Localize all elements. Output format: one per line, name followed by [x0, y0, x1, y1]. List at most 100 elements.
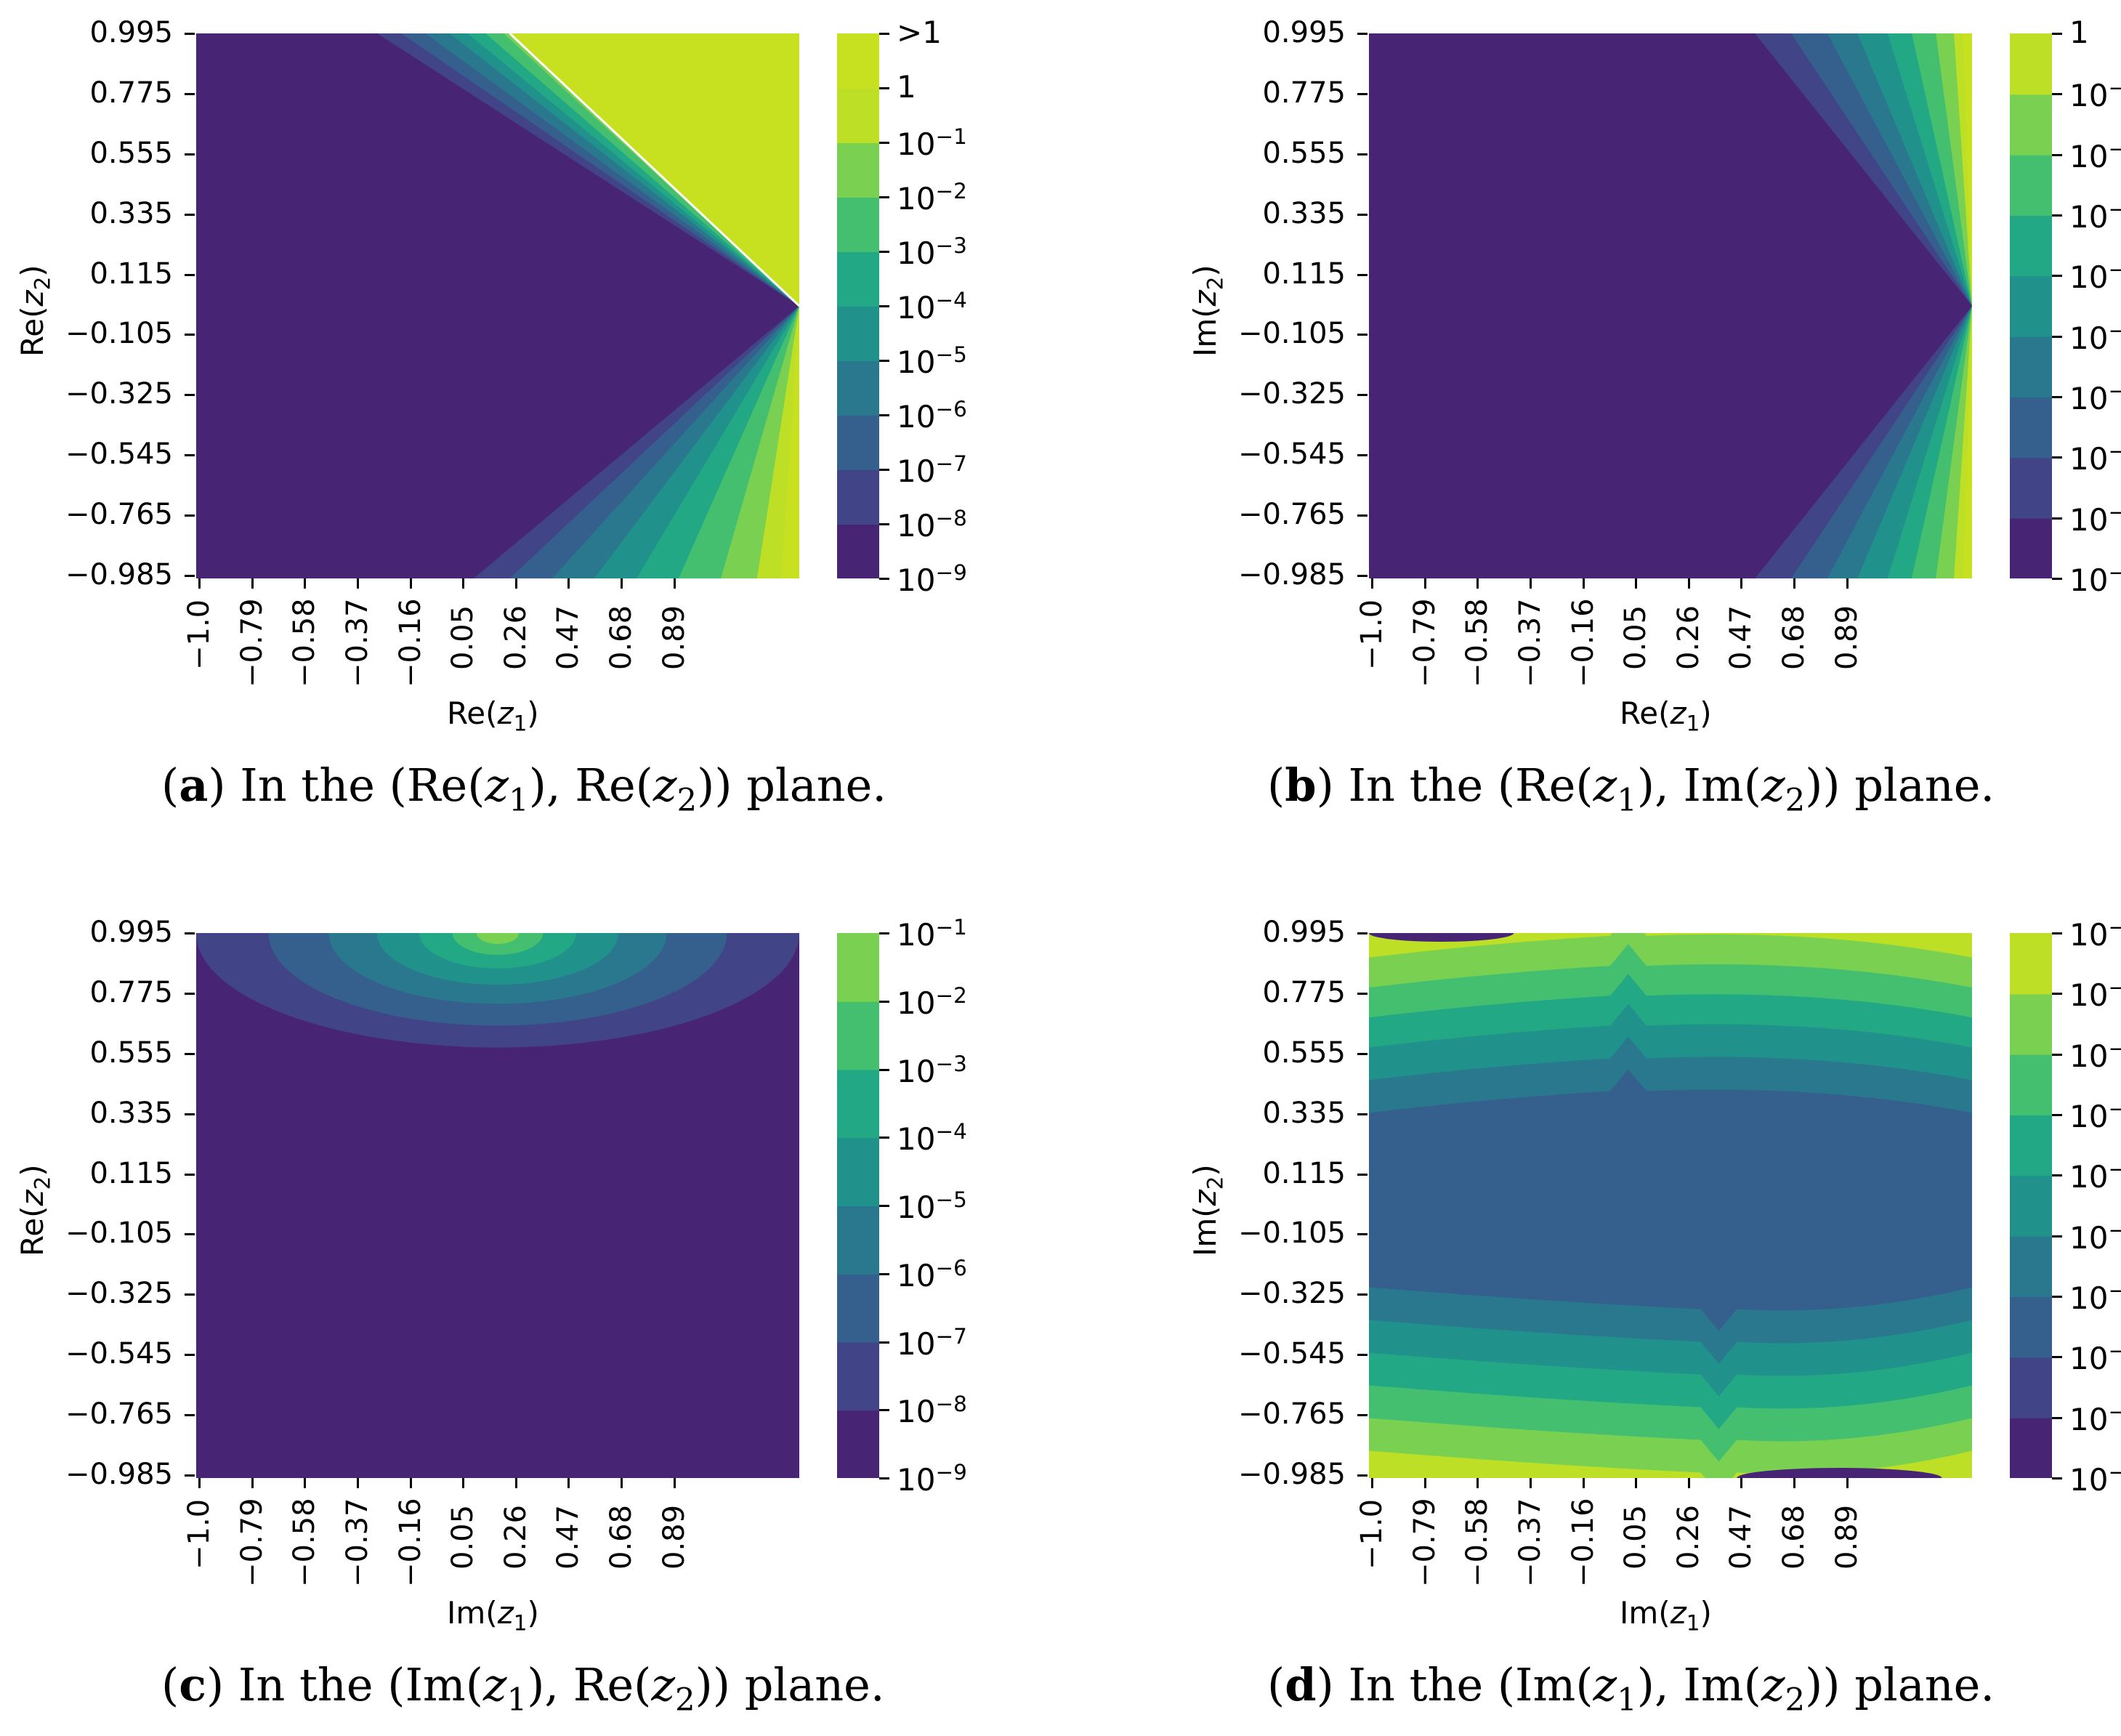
heatmap-background: [196, 933, 799, 1478]
x-tick-label: 0.89: [657, 1504, 691, 1570]
contour-band-bottom: [1369, 1385, 1972, 1478]
x-tick-mark: [462, 578, 465, 589]
contour-band-lower: [756, 306, 799, 578]
colorbar-segment: [2010, 94, 2052, 156]
x-tick-mark: [1687, 578, 1690, 589]
contour-band-lower: [473, 306, 799, 578]
x-axis-label: Re(z1): [1620, 695, 1712, 736]
colorbar-tick-label: 10−14: [2069, 1217, 2121, 1256]
y-tick-label: −0.985: [1237, 558, 1368, 592]
x-tick-mark: [198, 1478, 201, 1488]
heatmap-svg: [196, 933, 799, 1478]
x-tick-mark: [1476, 1478, 1479, 1488]
y-tick-label: 0.335: [1262, 196, 1367, 230]
x-tick-label: −0.16: [1566, 598, 1600, 687]
colorbar-tick-label: 10−7: [897, 451, 967, 489]
colorbar-tick-mark: [2052, 578, 2062, 580]
colorbar-tick-label: 10−3: [897, 233, 967, 271]
x-tick-mark: [462, 1478, 465, 1488]
colorbar-tick-label: >1: [897, 15, 942, 50]
colorbar-svg: [837, 933, 879, 1478]
x-tick-label: −0.37: [1513, 1498, 1547, 1587]
colorbar-tick-label: 10−4: [897, 1119, 967, 1158]
x-tick-mark: [1740, 1478, 1743, 1488]
y-tick-label: 0.555: [89, 1035, 195, 1070]
contour-ring: [377, 933, 618, 985]
y-tick-label: −0.105: [65, 317, 195, 351]
y-tick-label: −0.105: [1237, 1216, 1368, 1251]
y-tick-label: 0.555: [89, 136, 195, 170]
colorbar-tick-label: 10−2: [897, 982, 967, 1021]
x-tick-label: −0.37: [340, 598, 374, 687]
contour-band-upper: [449, 33, 799, 306]
colorbar-tick-mark: [879, 142, 889, 144]
x-tick-mark: [1687, 1478, 1690, 1488]
diagonal-boundary: [509, 33, 799, 307]
x-tick-label: 0.26: [1671, 1504, 1705, 1570]
y-tick-label: 0.775: [1262, 76, 1367, 110]
contour-band: [1936, 33, 1972, 578]
colorbar: [2010, 33, 2052, 578]
x-tick-mark: [409, 578, 412, 589]
x-tick-mark: [1423, 578, 1426, 589]
x-tick-label: 0.05: [1619, 1504, 1653, 1570]
colorbar-tick-mark: [879, 1137, 889, 1139]
x-tick-label: −0.16: [393, 598, 427, 687]
panel-caption: (c) In the (Im(z1), Re(z2)) plane.: [161, 1658, 885, 1719]
colorbar-segment: [2010, 457, 2052, 519]
x-tick-label: −0.16: [1566, 1498, 1600, 1587]
x-tick-label: −1.0: [182, 1498, 216, 1570]
x-tick-label: 0.05: [446, 605, 480, 670]
colorbar-tick-label: 10−10: [2069, 975, 2121, 1014]
colorbar-tick-label: 10−6: [897, 1255, 967, 1293]
x-tick-label: −0.79: [1407, 1498, 1442, 1587]
x-tick-mark: [198, 578, 201, 589]
x-tick-mark: [1582, 578, 1585, 589]
colorbar-tick-label: 10−11: [2069, 1035, 2121, 1074]
x-axis-label: Re(z1): [447, 695, 539, 736]
x-tick-mark: [1582, 1478, 1585, 1488]
x-tick-label: 0.89: [1830, 605, 1864, 670]
colorbar-segment: [2010, 933, 2052, 995]
colorbar-tick-label: 10−15: [2069, 1278, 2121, 1316]
colorbar-tick-mark: [2052, 1235, 2062, 1238]
contour-band-lower: [552, 306, 799, 578]
colorbar-segment: [837, 88, 879, 143]
x-tick-label: −1.0: [1355, 599, 1389, 670]
colorbar-tick-label: 10−7: [897, 1323, 967, 1362]
colorbar-tick-mark: [879, 1341, 889, 1344]
colorbar-tick-mark: [2052, 456, 2062, 459]
x-tick-label: −0.79: [235, 1498, 269, 1587]
colorbar-tick-mark: [2052, 993, 2062, 996]
y-axis-label: Re(z2): [15, 1164, 55, 1256]
colorbar-tick-label: 1: [2069, 15, 2089, 50]
x-tick-label: −0.37: [340, 1498, 374, 1587]
y-tick-label: −0.545: [65, 437, 195, 472]
contour-band: [1857, 33, 1972, 578]
colorbar-segment: [837, 1206, 879, 1275]
x-tick-mark: [673, 578, 676, 589]
y-tick-label: 0.995: [89, 16, 195, 49]
y-tick-label: −0.765: [1237, 498, 1368, 532]
colorbar-tick-label: 1: [897, 69, 916, 105]
x-tick-label: −0.58: [288, 598, 322, 687]
x-tick-mark: [1846, 578, 1849, 589]
colorbar: [2010, 933, 2052, 1478]
colorbar-segment: [837, 33, 879, 89]
panel-caption: (a) In the (Re(z1), Re(z2)) plane.: [161, 759, 887, 819]
colorbar-segment: [2010, 275, 2052, 337]
colorbar-tick-label: 10−2: [2069, 136, 2121, 174]
colorbar-tick-mark: [2052, 1174, 2062, 1177]
colorbar-segment: [2010, 1296, 2052, 1358]
colorbar-tick-mark: [2052, 396, 2062, 398]
x-tick-mark: [304, 1478, 307, 1488]
contour-band-bottom: [1369, 1352, 1972, 1478]
y-tick-label: 0.115: [1262, 257, 1367, 291]
x-tick-mark: [673, 1478, 676, 1488]
y-tick-label: −0.105: [65, 1216, 195, 1251]
heatmap-svg: [196, 33, 799, 578]
x-tick-label: 0.05: [446, 1504, 480, 1570]
colorbar-segment: [837, 1137, 879, 1206]
